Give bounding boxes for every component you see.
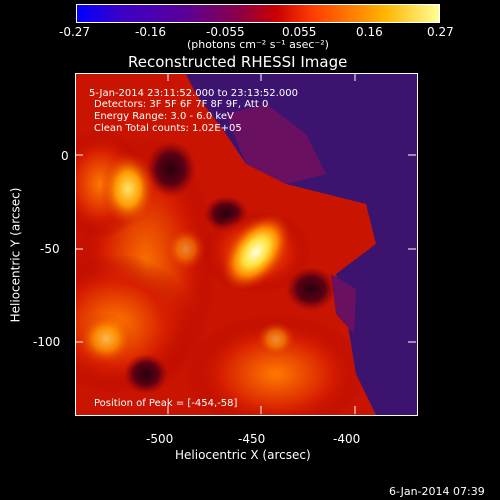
image-title: Reconstructed RHESSI Image bbox=[128, 53, 348, 71]
colorbar-tick-3: -0.055 bbox=[206, 25, 245, 39]
info-detectors: Detectors: 3F 5F 6F 7F 8F 9F, Att 0 bbox=[94, 99, 269, 110]
timestamp: 6-Jan-2014 07:39 bbox=[389, 485, 485, 498]
y-tick-label-2: -50 bbox=[40, 242, 60, 256]
y-tick-label-1: 0 bbox=[61, 149, 69, 163]
info-peak-position: Position of Peak = [-454,-58] bbox=[94, 398, 238, 409]
x-tick-label-3: -400 bbox=[333, 432, 361, 446]
y-tick-label-3: -100 bbox=[33, 335, 61, 349]
info-clean-counts: Clean Total counts: 1.02E+05 bbox=[94, 123, 242, 134]
info-time-range: 5-Jan-2014 23:11:52.000 to 23:13:52.000 bbox=[89, 88, 298, 99]
colorbar-tick-5: 0.16 bbox=[356, 25, 383, 39]
colorbar-tick-1: -0.27 bbox=[59, 25, 91, 39]
x-tick-label-2: -450 bbox=[238, 432, 266, 446]
colorbar-tick-2: -0.16 bbox=[135, 25, 167, 39]
info-energy-range: Energy Range: 3.0 - 6.0 keV bbox=[94, 111, 234, 122]
y-axis-label: Heliocentric Y (arcsec) bbox=[8, 187, 23, 323]
x-tick-label-1: -500 bbox=[146, 432, 174, 446]
colorbar bbox=[76, 4, 440, 23]
colorbar-tick-4: 0.055 bbox=[282, 25, 317, 39]
heliocentric-image bbox=[76, 74, 417, 415]
axis-tick-marks bbox=[75, 73, 416, 414]
image-frame bbox=[75, 73, 418, 416]
x-axis-label: Heliocentric X (arcsec) bbox=[175, 448, 311, 462]
colorbar-tick-6: 0.27 bbox=[427, 25, 454, 39]
colorbar-units: (photons cm⁻² s⁻¹ asec⁻²) bbox=[187, 38, 329, 51]
